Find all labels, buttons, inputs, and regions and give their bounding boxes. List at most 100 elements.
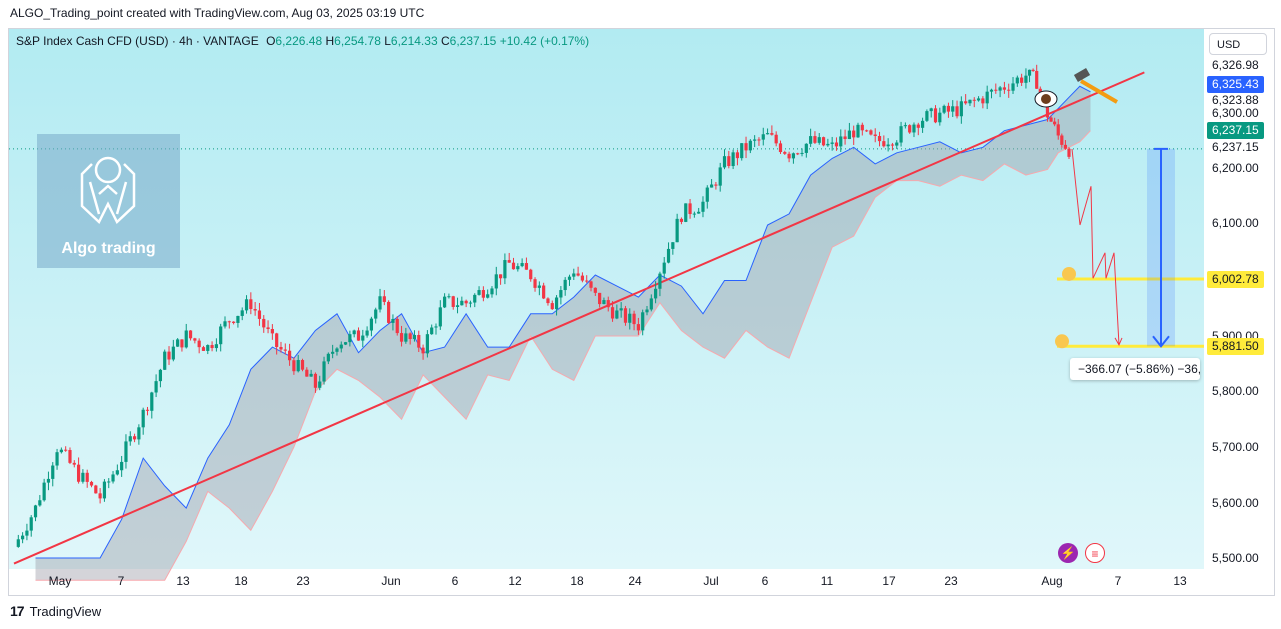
candle-body	[404, 333, 408, 342]
candle-body	[589, 281, 593, 288]
candle-body	[64, 449, 68, 451]
candle-body	[692, 213, 696, 215]
candle-body	[115, 470, 119, 475]
candle-body	[253, 309, 257, 311]
candle-body	[163, 351, 167, 370]
candle-body	[150, 392, 154, 411]
lightning-icon[interactable]: ⚡	[1058, 543, 1078, 563]
candle-body	[886, 144, 890, 147]
watermark-title: Algo trading	[61, 240, 156, 257]
candle-body	[188, 330, 193, 339]
candle-body	[1060, 135, 1064, 145]
candle-body	[322, 361, 326, 382]
candle-body	[989, 89, 994, 92]
time-axis-label: 18	[570, 574, 584, 588]
symbol-name: S&P Index Cash CFD (USD) · 4h · VANTAGE	[16, 34, 259, 48]
candle-body	[59, 449, 63, 453]
candle-body	[395, 318, 399, 334]
time-axis-label: 7	[1115, 574, 1122, 588]
candle-body	[860, 124, 864, 131]
candle-body	[132, 436, 137, 440]
candle-body	[305, 369, 309, 377]
candle-body	[628, 313, 632, 323]
candle-body	[529, 269, 533, 280]
candle-body	[111, 474, 115, 482]
candle-body	[951, 106, 955, 112]
candle-body	[916, 124, 920, 128]
candle-body	[533, 279, 537, 288]
candle-body	[477, 290, 481, 295]
candle-body	[464, 300, 468, 304]
candle-body	[520, 263, 524, 267]
candle-body	[580, 275, 585, 281]
time-axis-label: 12	[508, 574, 522, 588]
candle-body	[102, 481, 107, 499]
candle-body	[232, 321, 236, 323]
candle-body	[705, 187, 709, 202]
candle-body	[331, 351, 335, 354]
time-axis-label: 6	[762, 574, 769, 588]
money-bag-icon-0	[1062, 266, 1076, 281]
candle-body	[839, 136, 843, 147]
high-value: 6,254.78	[334, 34, 381, 48]
time-axis-label: 6	[452, 574, 459, 588]
candle-body	[959, 101, 963, 117]
candle-body	[55, 452, 59, 466]
candle-body	[361, 335, 365, 341]
candle-body	[387, 301, 391, 323]
candle-body	[447, 296, 451, 298]
candle-body	[615, 310, 619, 319]
candle-body	[899, 126, 903, 143]
candle-body	[632, 313, 636, 325]
measure-label: −366.07 (−5.86%) −36,6	[1070, 358, 1200, 380]
candle-body	[722, 156, 727, 168]
candle-body	[473, 294, 477, 303]
price-tag-6002: 6,002.78	[1207, 271, 1264, 288]
candle-body	[257, 310, 262, 319]
candle-body	[107, 481, 111, 483]
time-axis-label: Jul	[703, 574, 718, 588]
candle-body	[964, 101, 968, 104]
candle-body	[998, 87, 1002, 91]
price-chart[interactable]: May 7 13 18 23 Jun 6 12 18 24 Jul 6 11 17 23 Aug 7 13	[9, 29, 1274, 595]
footer: 17 TradingView	[10, 603, 101, 619]
us-flag-icon[interactable]: ≡	[1085, 543, 1105, 563]
candle-body	[972, 99, 976, 101]
candle-body	[236, 315, 240, 323]
candle-body	[731, 152, 735, 167]
candle-body	[981, 98, 985, 104]
candle-body	[800, 152, 804, 154]
candle-body	[804, 143, 808, 153]
currency-button[interactable]: USD	[1209, 33, 1267, 55]
candle-body	[176, 339, 180, 347]
candle-body	[929, 108, 933, 112]
candle-body	[511, 262, 516, 270]
close-label: C	[440, 34, 450, 48]
candle-body	[25, 530, 29, 536]
projection-arrowhead	[1114, 337, 1123, 347]
candle-body	[925, 111, 929, 121]
price-tag-5800: 5,800.00	[1212, 384, 1259, 398]
time-axis-label: 11	[821, 574, 834, 588]
candle-body	[968, 99, 972, 104]
candle-body	[481, 290, 485, 298]
candle-body	[275, 333, 279, 347]
candle-body	[679, 218, 684, 222]
candle-body	[227, 321, 231, 323]
time-axis-label: May	[49, 574, 72, 588]
candle-body	[38, 500, 42, 506]
candle-body	[666, 248, 671, 263]
candle-body	[443, 296, 447, 308]
candle-body	[128, 436, 132, 442]
candle-body	[843, 136, 847, 140]
candle-body	[197, 340, 201, 348]
tradingview-logo-icon: 17	[10, 603, 25, 619]
candle-body	[412, 334, 417, 340]
candle-body	[662, 262, 666, 274]
candle-body	[537, 285, 541, 288]
candle-body	[576, 273, 580, 276]
candle-body	[490, 288, 494, 295]
candle-body	[920, 120, 925, 128]
chart-frame[interactable]: May 7 13 18 23 Jun 6 12 18 24 Jul 6 11 17 23 Aug 7 13	[8, 28, 1275, 596]
candle-body	[890, 144, 895, 146]
